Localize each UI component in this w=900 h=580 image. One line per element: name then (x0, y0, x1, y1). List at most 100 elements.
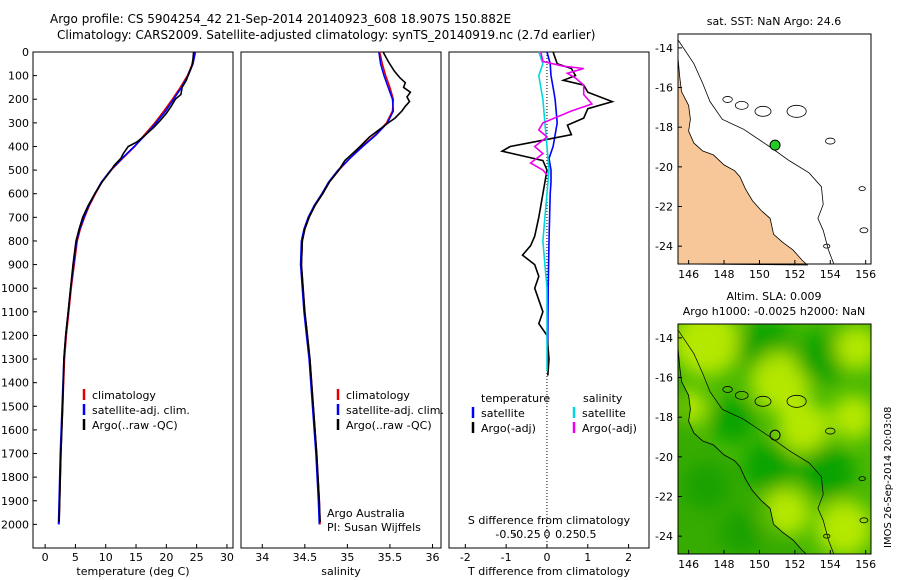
series-line (57, 51, 197, 525)
salinity-panel: 34 34.5 35 35.5 36 salinity climatology satel… (240, 51, 444, 578)
sla-anomaly-patch (777, 401, 830, 454)
shelf-contour (677, 39, 835, 265)
reef-outline (722, 96, 733, 103)
y-tick-label: 600 (8, 188, 29, 201)
reef-outline (858, 476, 866, 482)
y-tick-label: 300 (8, 117, 29, 130)
y-tick-label: 1800 (1, 471, 29, 484)
argo-float-marker-sla (769, 429, 781, 441)
reef-outline (786, 394, 807, 408)
x-tick-label: 5 (72, 551, 79, 564)
reef-outline (823, 243, 831, 249)
x-tick-label: 0 (42, 551, 49, 564)
reef-outline (734, 390, 749, 400)
sla-anomaly-patch (678, 324, 741, 376)
map-y-tick-label: -14 (655, 42, 673, 55)
map-x-tick-label: 146 (678, 558, 699, 571)
series-line (499, 51, 615, 376)
temperature-lines (57, 51, 197, 525)
y-tick-label: 2000 (1, 518, 29, 531)
reef-outline (859, 227, 869, 234)
map-y-tick-label: -22 (655, 201, 673, 214)
x-tick-label: 10 (99, 551, 113, 564)
legend-label: satellite (582, 407, 626, 420)
temperature-panel: 0 5 10 15 20 25 30 0 100 200 300 400 500 600 700 800 90… (1, 46, 234, 578)
sst-map-title: sat. SST: NaN Argo: 24.6 (707, 15, 841, 28)
depth-y-ticks: 0 100 200 300 400 500 600 700 800 900 1000 1100 1200… (1, 46, 37, 531)
legend-label: Argo(-adj) (582, 422, 637, 435)
y-tick-label: 800 (8, 235, 29, 248)
legend-label: Argo(..raw -QC) (92, 419, 178, 432)
reef-outline (825, 427, 836, 435)
series-line (529, 51, 594, 176)
series-line (546, 51, 559, 371)
figure-title-line2: Climatology: CARS2009. Satellite-adjuste… (57, 28, 596, 42)
top-tick-label: 0.5 (579, 528, 597, 541)
x-tick-label: 15 (129, 551, 143, 564)
reef-outlines (722, 96, 869, 249)
map-x-tick-label: 150 (749, 558, 770, 571)
x-tick-label: 2 (625, 551, 632, 564)
top-tick-label: 0.25 (555, 528, 580, 541)
map-y-tick-label: -22 (655, 491, 673, 504)
sla-anomaly-patch (742, 440, 795, 493)
series-line (300, 51, 412, 523)
sla-anomaly-patch (834, 325, 871, 370)
x-tick-label: 36 (425, 551, 439, 564)
y-tick-label: 1000 (1, 282, 29, 295)
legend-label: Argo(..raw -QC) (346, 419, 432, 432)
sla-map-y-ticks: -14 -16 -18 -20 -22 -24 (655, 332, 682, 543)
map-x-tick-label: 156 (855, 268, 876, 281)
legend-heading: temperature (481, 392, 550, 405)
salinity-x-ticks: 34 34.5 35 35.5 36 (255, 544, 439, 564)
map-y-tick-label: -16 (655, 372, 673, 385)
sla-anomaly-patch (710, 399, 755, 444)
map-x-tick-label: 156 (855, 558, 876, 571)
legend-heading: salinity (583, 392, 623, 405)
sla-anomaly-patch (795, 331, 848, 384)
y-tick-label: 200 (8, 93, 29, 106)
x-tick-label: 34 (255, 551, 269, 564)
salinity-annotation-line2: PI: Susan Wijffels (327, 521, 421, 534)
y-tick-label: 0 (22, 46, 29, 59)
map-y-tick-label: -14 (655, 332, 673, 345)
reef-outline (825, 137, 836, 145)
temperature-x-label: temperature (deg C) (76, 565, 189, 578)
series-line (299, 51, 395, 525)
legend-label: satellite (481, 407, 525, 420)
map-y-tick-label: -18 (655, 411, 673, 424)
s-difference-label: S difference from climatology (468, 514, 631, 527)
difference-legend: temperature salinity satellite Argo(-adj) sa… (471, 392, 637, 435)
legend-label: climatology (346, 389, 410, 402)
legend-label: climatology (92, 389, 156, 402)
series-line (58, 51, 195, 523)
y-tick-label: 1600 (1, 424, 29, 437)
reef-outline (722, 386, 733, 393)
reef-outline (823, 533, 831, 539)
sla-heatmap (678, 324, 871, 554)
y-tick-label: 100 (8, 70, 29, 83)
salinity-legend: climatology satellite-adj. clim. Argo(..ra… (336, 389, 444, 432)
difference-lines (499, 51, 615, 376)
y-tick-label: 1300 (1, 353, 29, 366)
reef-outline (754, 105, 772, 117)
map-y-tick-label: -16 (655, 82, 673, 95)
map-x-tick-label: 148 (714, 558, 735, 571)
y-tick-label: 900 (8, 259, 29, 272)
sla-map-x-ticks: 146 148 150 152 154 156 (678, 550, 876, 571)
map-y-tick-label: -24 (655, 240, 673, 253)
t-difference-label: T difference from climatology (467, 565, 630, 578)
map-y-tick-label: -18 (655, 121, 673, 134)
x-tick-label: 30 (220, 551, 234, 564)
difference-x-ticks: -2 -1 0 1 2 (460, 544, 632, 564)
legend-label: satellite-adj. clim. (92, 404, 190, 417)
x-tick-label: -1 (501, 551, 512, 564)
sla-anomaly-patch (816, 500, 871, 554)
salinity-axes-frame (240, 51, 442, 549)
reef-outline (734, 100, 749, 110)
y-tick-label: 1100 (1, 306, 29, 319)
x-tick-label: 35.5 (378, 551, 403, 564)
x-tick-label: 25 (190, 551, 204, 564)
temperature-legend: climatology satellite-adj. clim. Argo(..ra… (82, 389, 190, 432)
